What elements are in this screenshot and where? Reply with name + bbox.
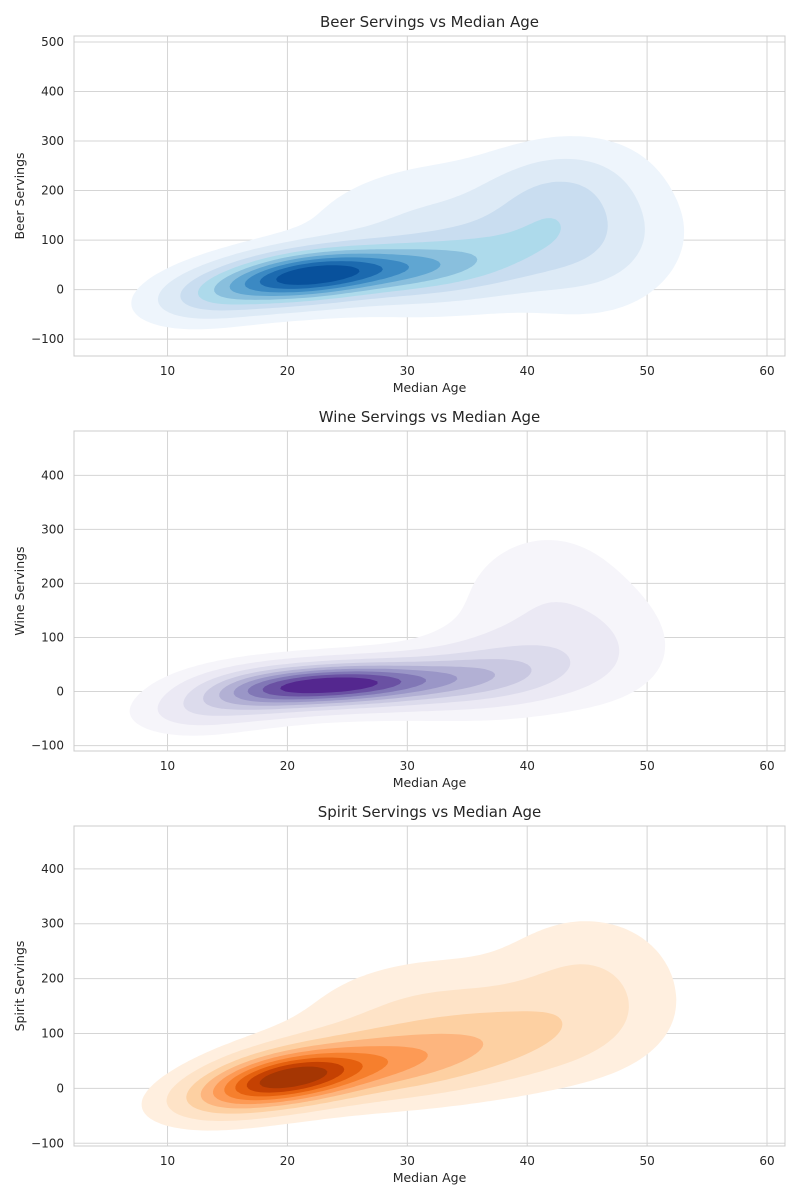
y-tick-label: 0: [56, 283, 64, 297]
x-tick-label: 60: [759, 759, 774, 773]
y-tick-label: 200: [41, 972, 64, 986]
density-level-9: [276, 265, 360, 285]
density-level-9: [280, 677, 378, 694]
y-tick-label: −100: [31, 332, 64, 346]
y-tick-label: −100: [31, 739, 64, 753]
y-tick-label: 200: [41, 576, 64, 590]
x-tick-label: 40: [520, 364, 535, 378]
x-axis-label: Median Age: [393, 1170, 467, 1185]
x-tick-label: 50: [639, 1154, 654, 1168]
x-tick-label: 50: [639, 364, 654, 378]
y-tick-label: 200: [41, 184, 64, 198]
x-axis-label: Median Age: [393, 775, 467, 790]
chart-title: Beer Servings vs Median Age: [320, 13, 539, 31]
x-tick-label: 10: [160, 759, 175, 773]
panel-3: 10 20 30 40 50 60 −100 0 100 200 300 400 Spirit Serv…: [12, 803, 786, 1185]
y-tick-label: 500: [41, 35, 64, 49]
y-tick-label: 0: [56, 1081, 64, 1095]
y-tick-label: 400: [41, 468, 64, 482]
plot-frame: [73, 35, 786, 357]
plot-frame: [73, 825, 786, 1147]
y-tick-label: −100: [31, 1136, 64, 1150]
density-fill: [129, 540, 666, 736]
x-tick-label: 50: [639, 759, 654, 773]
y-tick-label: 100: [41, 233, 64, 247]
x-tick-label: 10: [160, 1154, 175, 1168]
y-tick-label: 400: [41, 84, 64, 98]
y-tick-label: 300: [41, 917, 64, 931]
panel-2: 10 20 30 40 50 60 −100 0 100 200 300 400 Wine Servin…: [12, 408, 786, 790]
x-tick-label: 60: [759, 364, 774, 378]
y-tick-label: 300: [41, 134, 64, 148]
y-axis-label: Spirit Servings: [12, 941, 27, 1032]
x-tick-label: 40: [520, 1154, 535, 1168]
x-tick-label: 10: [160, 364, 175, 378]
chart-title: Spirit Servings vs Median Age: [318, 803, 542, 821]
density-level-9: [259, 1066, 328, 1089]
x-tick-label: 30: [400, 364, 415, 378]
y-tick-label: 300: [41, 522, 64, 536]
y-tick-label: 0: [56, 685, 64, 699]
density-fill: [131, 136, 685, 330]
density-fill: [141, 921, 677, 1131]
chart-title: Wine Servings vs Median Age: [319, 408, 541, 426]
y-tick-label: 400: [41, 862, 64, 876]
x-tick-label: 20: [280, 364, 295, 378]
x-tick-label: 20: [280, 759, 295, 773]
x-axis-label: Median Age: [393, 380, 467, 395]
x-tick-label: 20: [280, 1154, 295, 1168]
panel-1: 10 20 30 40 50 60 −100 0 100 200 300 400 500 Beer Ser…: [12, 13, 786, 395]
x-tick-label: 30: [400, 759, 415, 773]
plot-frame: [73, 430, 786, 752]
x-tick-label: 60: [759, 1154, 774, 1168]
x-tick-label: 40: [520, 759, 535, 773]
y-tick-label: 100: [41, 630, 64, 644]
y-axis-label: Beer Servings: [12, 152, 27, 239]
y-tick-label: 100: [41, 1026, 64, 1040]
y-axis-label: Wine Servings: [12, 546, 27, 635]
x-tick-label: 30: [400, 1154, 415, 1168]
